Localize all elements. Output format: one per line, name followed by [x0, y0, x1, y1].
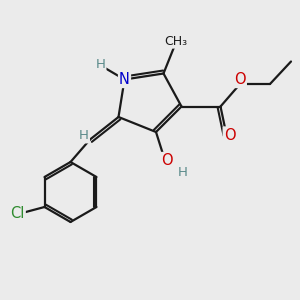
Text: Cl: Cl — [10, 206, 25, 220]
Text: CH₃: CH₃ — [164, 34, 187, 48]
Text: O: O — [224, 128, 235, 142]
Text: H: H — [96, 58, 105, 71]
Text: O: O — [161, 153, 172, 168]
Text: H: H — [79, 129, 89, 142]
Text: N: N — [119, 72, 130, 87]
Text: O: O — [234, 72, 246, 87]
Text: H: H — [178, 166, 188, 179]
